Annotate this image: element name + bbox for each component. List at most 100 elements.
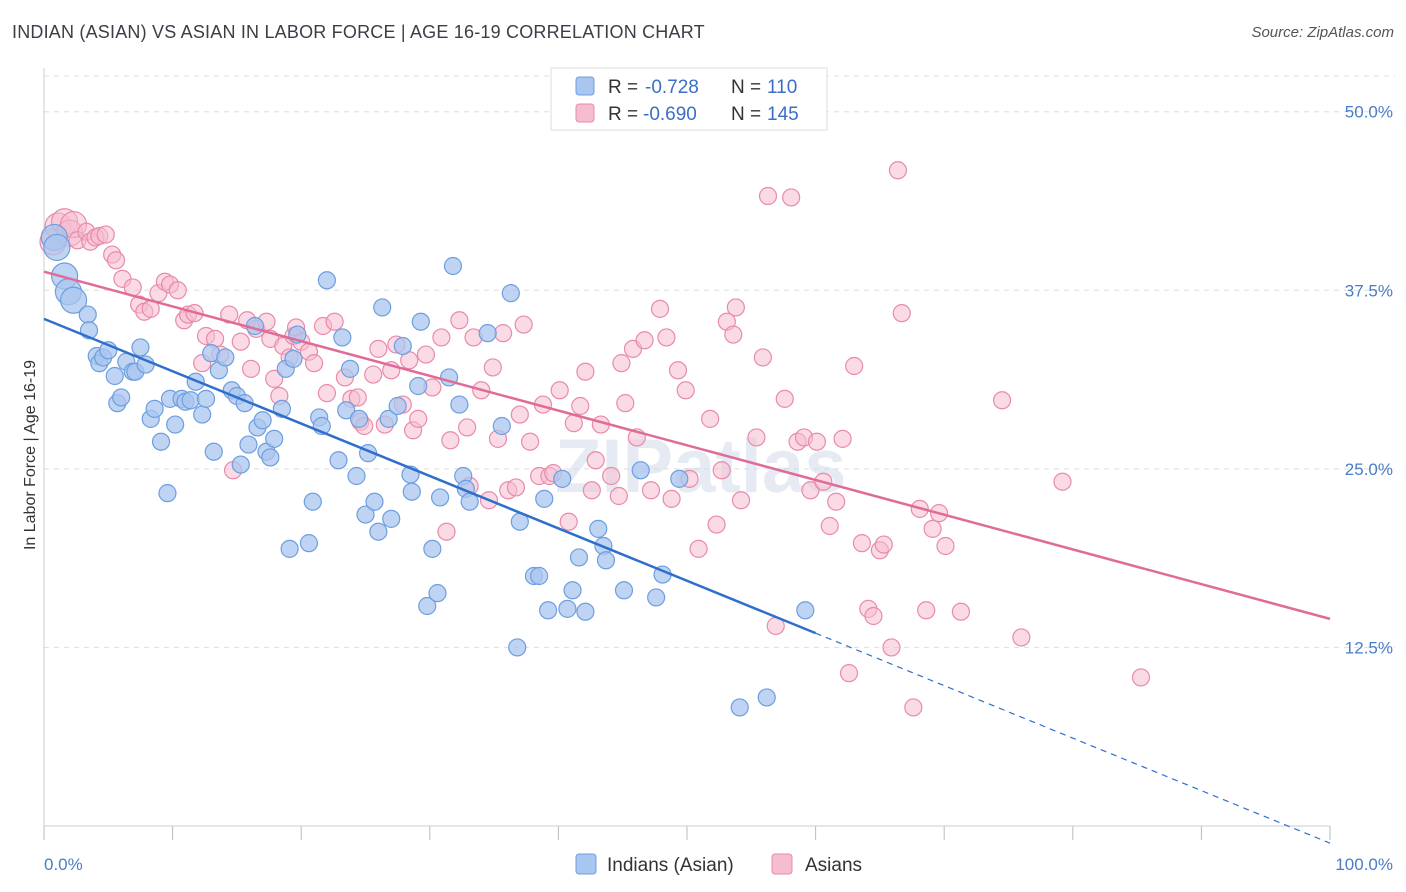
asians-point xyxy=(1012,628,1031,647)
stats-r-label-0: R = xyxy=(608,77,638,98)
indians-asian-point xyxy=(265,429,284,448)
indians-asian-point xyxy=(796,601,815,620)
indians-asian-point xyxy=(589,519,608,538)
y-tick-label: 37.5% xyxy=(1345,281,1393,300)
indians-asian-point xyxy=(428,584,447,603)
y-tick-label: 50.0% xyxy=(1345,103,1393,122)
indians-asian-point xyxy=(340,359,360,378)
indians-asian-point xyxy=(299,534,319,553)
indians-asian-point xyxy=(478,324,497,343)
asians-point xyxy=(827,492,846,511)
indians-asian-point xyxy=(553,469,572,488)
indians-asian-point xyxy=(193,405,212,424)
asians-point xyxy=(432,328,451,347)
legend-swatch-asians xyxy=(771,853,793,875)
asians-point xyxy=(724,325,743,344)
asians-point xyxy=(1053,472,1072,491)
indians-asian-point xyxy=(105,366,124,386)
asians-point xyxy=(635,331,654,350)
asians-point xyxy=(888,161,908,180)
legend-label-asians: Asians xyxy=(805,855,862,876)
asians-point xyxy=(168,281,187,300)
indians-asian-point xyxy=(535,489,554,508)
indians-asian-point xyxy=(337,401,356,420)
stats-n-label-1: N = xyxy=(731,104,761,125)
asians-point xyxy=(241,359,261,378)
grid-layer xyxy=(43,75,1395,840)
asians-point xyxy=(576,362,595,381)
indians-asian-point xyxy=(284,349,303,368)
y-tick-label: 12.5% xyxy=(1345,638,1393,657)
stats-legend: R = -0.728 N = 110 R = -0.690 N = 145 xyxy=(550,67,828,131)
asians-point xyxy=(882,638,901,657)
stats-legend-swatch-pink xyxy=(575,103,595,123)
indians-asian-point xyxy=(239,435,258,454)
indians-asian-point xyxy=(409,376,428,396)
indians-asian-point xyxy=(145,399,164,418)
asians-point xyxy=(231,332,250,351)
asians-point xyxy=(845,356,864,376)
asians-point xyxy=(864,606,883,626)
indians-asian-point xyxy=(196,389,216,408)
indians-asian-point xyxy=(166,415,185,434)
asians-point xyxy=(758,186,778,206)
asians-point xyxy=(602,466,621,486)
asians-point xyxy=(801,481,820,500)
indians-asian-point xyxy=(379,409,398,428)
asians-point xyxy=(712,461,731,480)
indians-asian-trend-extension xyxy=(815,632,1331,844)
stats-r-label-1: R = xyxy=(608,104,638,125)
indians-asian-point xyxy=(261,448,280,467)
indians-asian-point xyxy=(131,338,150,357)
indians-asian-point xyxy=(530,566,549,586)
asians-point xyxy=(992,391,1012,410)
indians-asian-point xyxy=(369,522,388,541)
asians-point xyxy=(747,428,766,447)
asians-point xyxy=(676,381,695,400)
indians-asian-point xyxy=(402,482,421,501)
asians-point xyxy=(820,516,839,536)
stats-n-value-1: 145 xyxy=(767,104,799,125)
asians-point xyxy=(510,405,529,424)
stats-n-value-0: 110 xyxy=(767,77,797,98)
indians-asian-point xyxy=(365,492,384,511)
asians-point xyxy=(437,522,456,541)
stats-r-value-1: -0.690 xyxy=(643,104,697,125)
asians-point xyxy=(441,431,460,450)
asians-point xyxy=(839,664,859,683)
asians-point xyxy=(650,299,670,318)
asians-point xyxy=(550,381,569,400)
indians-asian-point xyxy=(382,509,401,528)
indians-asian-point xyxy=(78,305,97,324)
trend-layer xyxy=(43,270,1331,844)
x-tick-label-max: 100.0% xyxy=(1335,855,1393,874)
indians-asian-point xyxy=(373,298,392,317)
indians-asian-point xyxy=(508,638,527,657)
indians-asian-point xyxy=(231,455,250,474)
indians-asian-point xyxy=(670,469,689,488)
asians-point xyxy=(571,396,590,416)
indians-asian-point xyxy=(450,395,469,414)
asians-point xyxy=(833,429,852,448)
asians-trend-line xyxy=(43,270,1331,621)
asians-point xyxy=(369,339,388,358)
indians-asian-point xyxy=(647,588,666,607)
indians-asian-point xyxy=(539,601,558,620)
asians-point xyxy=(348,388,367,407)
indians-asian-trend-line xyxy=(43,317,817,635)
indians-asian-point xyxy=(596,551,616,570)
y-tick-labels: 12.5% 25.0% 37.5% 50.0% xyxy=(1345,103,1393,658)
asians-point xyxy=(874,535,893,554)
asians-point xyxy=(609,486,628,506)
indians-asian-point xyxy=(329,451,348,470)
indians-asian-point xyxy=(253,411,272,430)
bottom-legend: Indians (Asian) Asians xyxy=(575,853,862,876)
indians-asian-point xyxy=(204,442,223,461)
asians-point xyxy=(662,489,681,508)
asians-point xyxy=(586,451,605,470)
asians-point xyxy=(96,225,115,244)
asians-point xyxy=(483,358,502,377)
asians-point xyxy=(559,512,578,531)
indians-asian-point xyxy=(730,698,749,717)
